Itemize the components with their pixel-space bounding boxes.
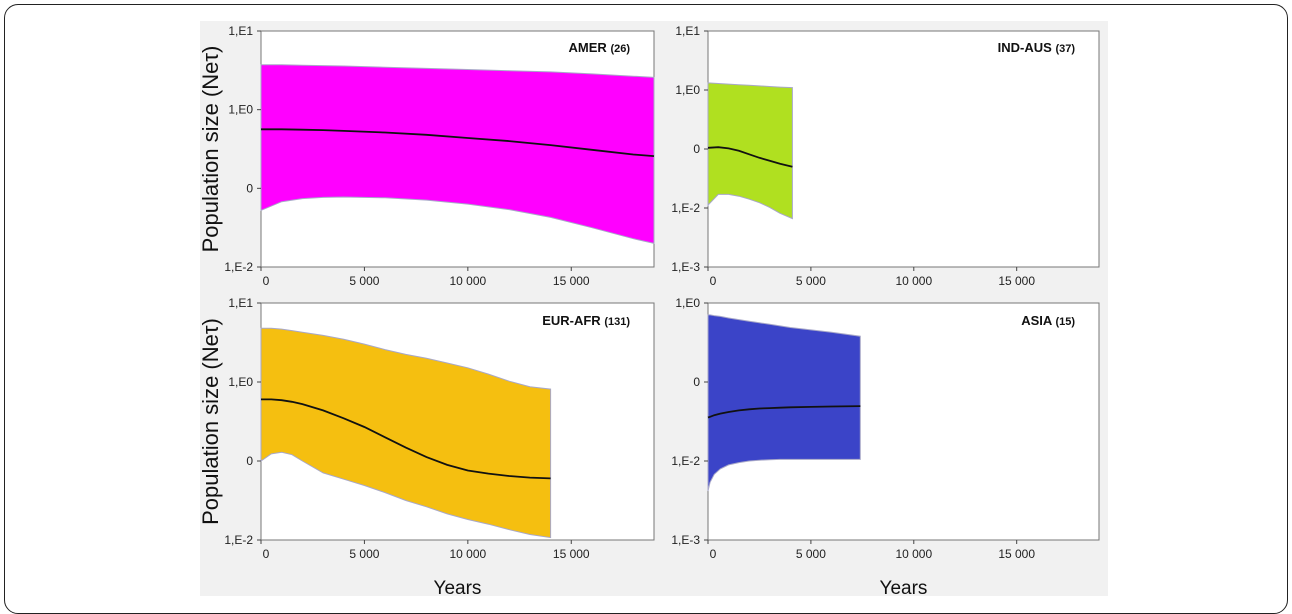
- figure-panels: 1,E-2 0 1,E0 1,E1 0 5 000 10 000 15 000 AMER (26…: [198, 24, 1100, 596]
- panel-title-name: EUR-AFR: [542, 313, 604, 328]
- panel-title: IND-AUS (37): [998, 40, 1076, 55]
- x-tick-label: 15 000: [998, 274, 1035, 288]
- x-tick-label: 10 000: [449, 547, 486, 561]
- x-tick-label: 15 000: [553, 547, 590, 561]
- y-tick-label: 1,E0: [228, 103, 253, 117]
- panel-amer: 1,E-2 0 1,E0 1,E1 0 5 000 10 000 15 000 AMER (26…: [198, 24, 655, 288]
- y-tick-label: 0: [246, 181, 253, 195]
- median-line: [261, 398, 551, 480]
- x-tick-label: 5 000: [349, 274, 379, 288]
- y-tick-label: 1,E1: [228, 296, 253, 310]
- y-tick-label: 1,E1: [675, 24, 700, 38]
- panel-eur-afr: 1,E-2 0 1,E0 1,E1 0 5 000 10 000 15 000 EUR-AFR …: [198, 296, 655, 596]
- y-tick-label: 1,E-2: [224, 260, 253, 274]
- confidence-band: [260, 327, 552, 539]
- confidence-band: [260, 64, 655, 245]
- y-tick-label: 0: [693, 142, 700, 156]
- median-line: [261, 128, 655, 157]
- x-tick-label: 5 000: [349, 547, 379, 561]
- y-axis-label: Population size (Neτ): [198, 46, 223, 253]
- x-tick-label: 10 000: [449, 274, 486, 288]
- y-tick-label: 1,E0: [675, 296, 700, 310]
- x-tick-label: 0: [710, 274, 717, 288]
- panel-asia: 1,E-3 1,E-2 0 1,E0 0 5 000 10 000 15 000 ASIA (1…: [671, 296, 1100, 596]
- x-tick-label: 10 000: [895, 547, 932, 561]
- panel-title-name: AMER: [569, 40, 611, 55]
- y-tick-label: 1,E-2: [671, 454, 700, 468]
- y-tick-label: 1,E-2: [224, 533, 253, 547]
- y-tick-label: 1,E1: [228, 24, 253, 38]
- panel-title-count: (37): [1055, 43, 1075, 55]
- x-axis-label: Years: [434, 578, 482, 596]
- x-tick-label: 15 000: [998, 547, 1035, 561]
- confidence-band: [707, 314, 861, 492]
- panel-title-count: (26): [610, 43, 630, 55]
- panel-title: ASIA (15): [1021, 313, 1075, 328]
- y-tick-label: 1,E-2: [671, 201, 700, 215]
- y-axis-label: Population size (Neτ): [198, 318, 223, 525]
- x-tick-label: 5 000: [796, 274, 826, 288]
- x-tick-label: 0: [263, 274, 270, 288]
- x-tick-label: 5 000: [796, 547, 826, 561]
- panel-title: AMER (26): [569, 40, 631, 55]
- panel-title-name: ASIA: [1021, 313, 1055, 328]
- y-tick-label: 1,E-3: [671, 260, 700, 274]
- panel-ind-aus: 1,E-3 1,E-2 0 1,E0 1,E1 0 5 000 10 000 15 000 IND…: [671, 24, 1100, 288]
- median-line: [707, 405, 861, 419]
- x-tick-label: 15 000: [553, 274, 590, 288]
- x-tick-label: 0: [263, 547, 270, 561]
- panel-title-count: (131): [604, 316, 630, 328]
- y-tick-label: 0: [693, 375, 700, 389]
- y-tick-label: 0: [246, 454, 253, 468]
- confidence-band: [707, 82, 793, 220]
- x-tick-label: 0: [710, 547, 717, 561]
- y-tick-label: 1,E0: [675, 83, 700, 97]
- x-tick-label: 10 000: [895, 274, 932, 288]
- panel-title-name: IND-AUS: [998, 40, 1056, 55]
- panel-title: EUR-AFR (131): [542, 313, 630, 328]
- panel-title-count: (15): [1055, 316, 1075, 328]
- y-tick-label: 1,E0: [228, 375, 253, 389]
- y-tick-label: 1,E-3: [671, 533, 700, 547]
- x-axis-label: Years: [880, 578, 928, 596]
- median-line: [707, 146, 793, 168]
